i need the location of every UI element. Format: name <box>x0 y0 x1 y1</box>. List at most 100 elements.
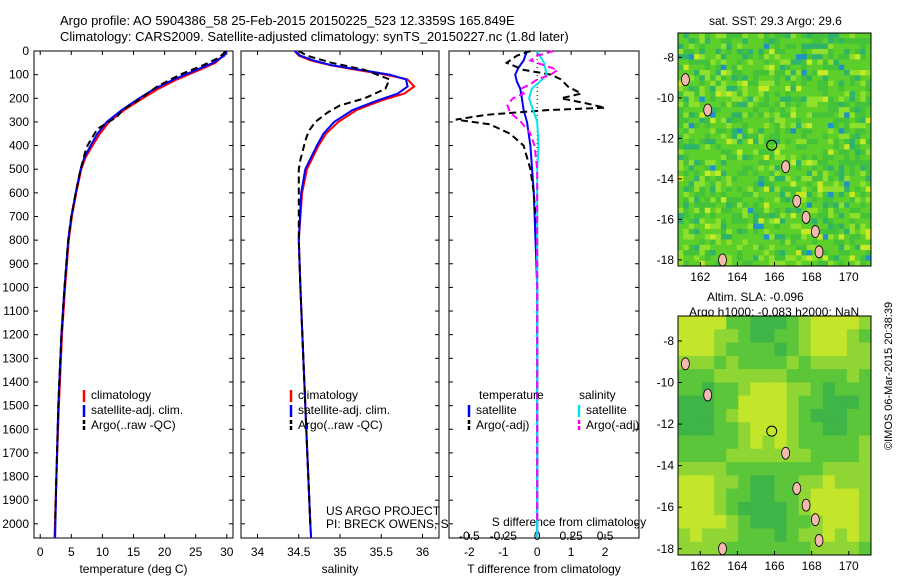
map-cell <box>762 448 775 463</box>
map-cell <box>742 255 749 262</box>
map-cell <box>785 70 791 76</box>
map-cell <box>817 101 824 108</box>
map-cell <box>753 138 759 145</box>
map-cell <box>704 250 711 256</box>
map-cell <box>715 244 722 251</box>
map-cell <box>790 191 797 198</box>
map-cell <box>828 149 834 156</box>
map-cell <box>785 75 791 82</box>
map-cell <box>742 91 749 97</box>
map-cell <box>758 107 765 113</box>
map-cell <box>801 160 808 166</box>
map-cell <box>844 91 850 97</box>
map-cell <box>769 64 775 71</box>
map-cell <box>715 144 722 150</box>
map-cell <box>769 165 775 172</box>
map-cell <box>742 223 749 230</box>
map-cell <box>747 207 754 214</box>
map-cell <box>833 175 840 182</box>
map-cell <box>736 175 743 182</box>
map-cell <box>731 244 738 251</box>
map-cell <box>710 213 716 219</box>
map-cell <box>779 228 786 235</box>
map-cell <box>690 541 703 556</box>
map-cell <box>774 96 781 103</box>
map-cell <box>714 342 727 357</box>
map-cell <box>854 128 861 135</box>
map-cell <box>678 80 684 87</box>
map-cell <box>822 170 829 177</box>
map-cell <box>854 250 861 256</box>
map-cell <box>785 144 791 150</box>
map-cell <box>822 160 829 166</box>
map-cell <box>731 123 738 129</box>
map-cell <box>860 170 867 177</box>
map-cell <box>833 144 840 150</box>
map-cell <box>828 48 834 55</box>
map-cell <box>769 96 775 103</box>
map-cell <box>774 408 787 423</box>
map-cell <box>806 85 813 92</box>
map-cell <box>747 48 754 55</box>
map-cell <box>785 101 791 108</box>
map-cell <box>763 239 770 246</box>
map-cell <box>726 528 739 543</box>
map-cell <box>715 128 722 135</box>
map-cell <box>806 175 813 182</box>
island-shape <box>814 534 824 547</box>
map-cell <box>828 133 834 140</box>
map-cell <box>860 101 867 108</box>
map-cell <box>710 123 716 129</box>
map-cell <box>750 462 763 476</box>
map-cell <box>736 144 743 150</box>
x-tick-label: 1 <box>568 545 575 559</box>
map-cell <box>812 112 818 119</box>
map-cell <box>731 128 738 135</box>
map-cell <box>678 395 691 410</box>
map-cell <box>801 59 808 66</box>
map-cell <box>678 64 684 71</box>
map-cell <box>769 117 775 124</box>
map-cell <box>769 38 775 44</box>
map-cell <box>763 202 770 209</box>
map-cell <box>704 228 711 235</box>
map-cell <box>828 107 834 113</box>
map-cell <box>774 91 781 97</box>
map-cell <box>858 369 872 383</box>
map-cell <box>742 117 749 124</box>
map-cell <box>715 43 722 50</box>
map-cell <box>779 64 786 71</box>
map-cell <box>678 160 684 166</box>
map-cell <box>828 165 834 172</box>
map-cell <box>714 475 727 490</box>
map-cell <box>849 160 856 166</box>
map-cell <box>801 33 808 39</box>
map-cell <box>817 117 824 124</box>
map-cell <box>790 133 797 140</box>
map-cell <box>817 96 824 103</box>
map-cell <box>785 234 791 240</box>
map-cell <box>854 43 861 50</box>
map-cell <box>678 541 691 556</box>
map-cell <box>688 234 695 240</box>
map-cell <box>694 96 700 103</box>
map-cell <box>860 218 867 225</box>
depth-tick-label: 1100 <box>3 304 29 318</box>
map-cell <box>854 160 861 166</box>
map-cell <box>834 462 848 476</box>
map-cell <box>758 197 765 203</box>
map-cell <box>834 488 848 503</box>
map-cell <box>762 408 775 423</box>
map-cell <box>801 91 808 97</box>
map-cell <box>774 541 787 556</box>
map-cell <box>858 342 872 357</box>
map-cell <box>838 128 845 135</box>
map-cell <box>736 255 743 262</box>
depth-tick-label: 600 <box>9 186 29 200</box>
x-tick-label: 36 <box>416 545 430 559</box>
map-cell <box>763 43 770 50</box>
map-cell <box>736 48 743 55</box>
map-cell <box>731 48 738 55</box>
map-cell <box>833 38 840 44</box>
map-cell <box>779 112 786 119</box>
